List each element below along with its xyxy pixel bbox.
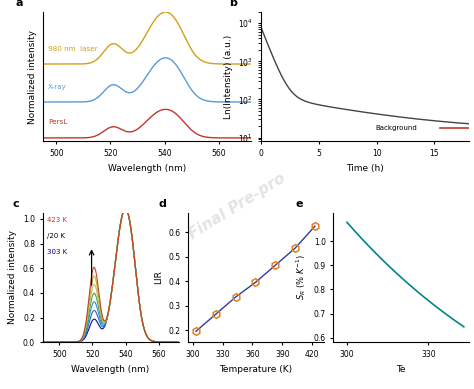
X-axis label: Wavelength (nm): Wavelength (nm) [72, 364, 150, 373]
Text: /20 K: /20 K [47, 233, 65, 239]
Text: b: b [229, 0, 237, 9]
Text: Final Pre-pro: Final Pre-pro [186, 170, 288, 242]
Text: 980 nm  laser: 980 nm laser [48, 46, 98, 53]
Text: d: d [158, 200, 166, 209]
Text: c: c [13, 200, 19, 209]
X-axis label: Wavelength (nm): Wavelength (nm) [108, 163, 186, 173]
Text: e: e [295, 200, 303, 209]
X-axis label: Time (h): Time (h) [346, 163, 384, 173]
X-axis label: Temperature (K): Temperature (K) [219, 364, 292, 373]
Y-axis label: $S_R$ (% $K^{-1}$): $S_R$ (% $K^{-1}$) [294, 254, 308, 300]
Text: Background: Background [375, 125, 417, 131]
Text: X-ray: X-ray [48, 84, 67, 90]
Text: 423 K: 423 K [47, 217, 67, 223]
Y-axis label: Normalized intensity: Normalized intensity [28, 30, 37, 123]
Y-axis label: Ln(Intensity) (a.u.): Ln(Intensity) (a.u.) [224, 34, 233, 119]
Y-axis label: LIR: LIR [154, 270, 163, 284]
Text: PersL: PersL [48, 119, 67, 126]
Y-axis label: Normalized intensity: Normalized intensity [9, 231, 18, 324]
Text: a: a [16, 0, 23, 9]
X-axis label: Te: Te [397, 364, 406, 373]
Text: 303 K: 303 K [47, 249, 67, 255]
